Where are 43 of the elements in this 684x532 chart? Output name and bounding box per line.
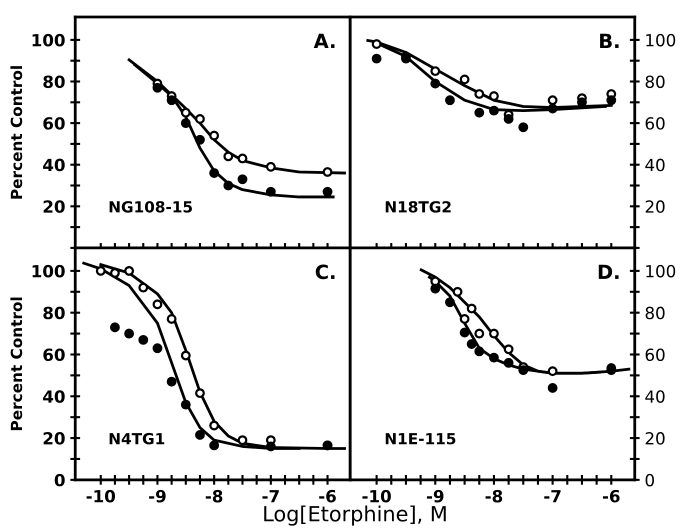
y-tick-label: 60	[43, 348, 65, 362]
y-tick-label: 0	[54, 474, 65, 486]
x-tick-label: -9	[426, 490, 444, 502]
y-tick-label: 20	[646, 200, 665, 213]
y-tick-label: 60	[43, 117, 65, 130]
x-tick-label: -6	[319, 490, 336, 502]
y-tick-label: 100	[32, 264, 65, 278]
annotation: N18TG2	[386, 201, 451, 213]
y-axis-title: Percent Control	[10, 66, 22, 199]
y-tick-label: 60	[646, 117, 665, 130]
y-tick-label: 100	[32, 34, 65, 46]
x-tick-label: -8	[206, 490, 222, 502]
y-tick-label: 0	[646, 474, 654, 486]
annotation: N4TG1	[110, 432, 164, 444]
y-tick-label: 100	[646, 34, 676, 46]
y-axis-title: Percent Control	[10, 298, 22, 430]
y-tick-label: 40	[43, 390, 65, 403]
y-tick-label: 40	[645, 390, 665, 403]
y-tick-label: 80	[646, 306, 665, 320]
y-tick-label: 100	[646, 264, 676, 278]
x-axis-title: Log[Etorphine], M	[264, 505, 446, 526]
annotation: N1E-115	[386, 433, 456, 444]
y-tick-label: 80	[646, 75, 665, 88]
annotation: B.	[600, 34, 619, 48]
x-tick-label: -7	[262, 490, 279, 502]
annotation: D.	[598, 264, 619, 279]
annotation: A.	[314, 34, 334, 48]
x-tick-label: -10	[86, 490, 116, 502]
x-tick-label: -10	[362, 490, 391, 502]
x-tick-label: -9	[149, 490, 166, 502]
x-tick-label: -7	[544, 490, 561, 502]
y-tick-label: 80	[43, 75, 65, 88]
y-tick-label: 20	[646, 432, 665, 445]
annotation: C.	[316, 264, 334, 280]
y-tick-label: 20	[44, 200, 65, 213]
annotation: NG108-15	[110, 201, 192, 213]
y-tick-label: 20	[44, 432, 65, 445]
y-tick-label: 60	[646, 348, 665, 362]
x-tick-label: -8	[486, 490, 502, 502]
y-tick-label: 40	[43, 158, 65, 172]
y-tick-label: 80	[43, 306, 65, 320]
x-tick-label: -6	[602, 490, 620, 502]
y-tick-label: 40	[645, 158, 665, 172]
